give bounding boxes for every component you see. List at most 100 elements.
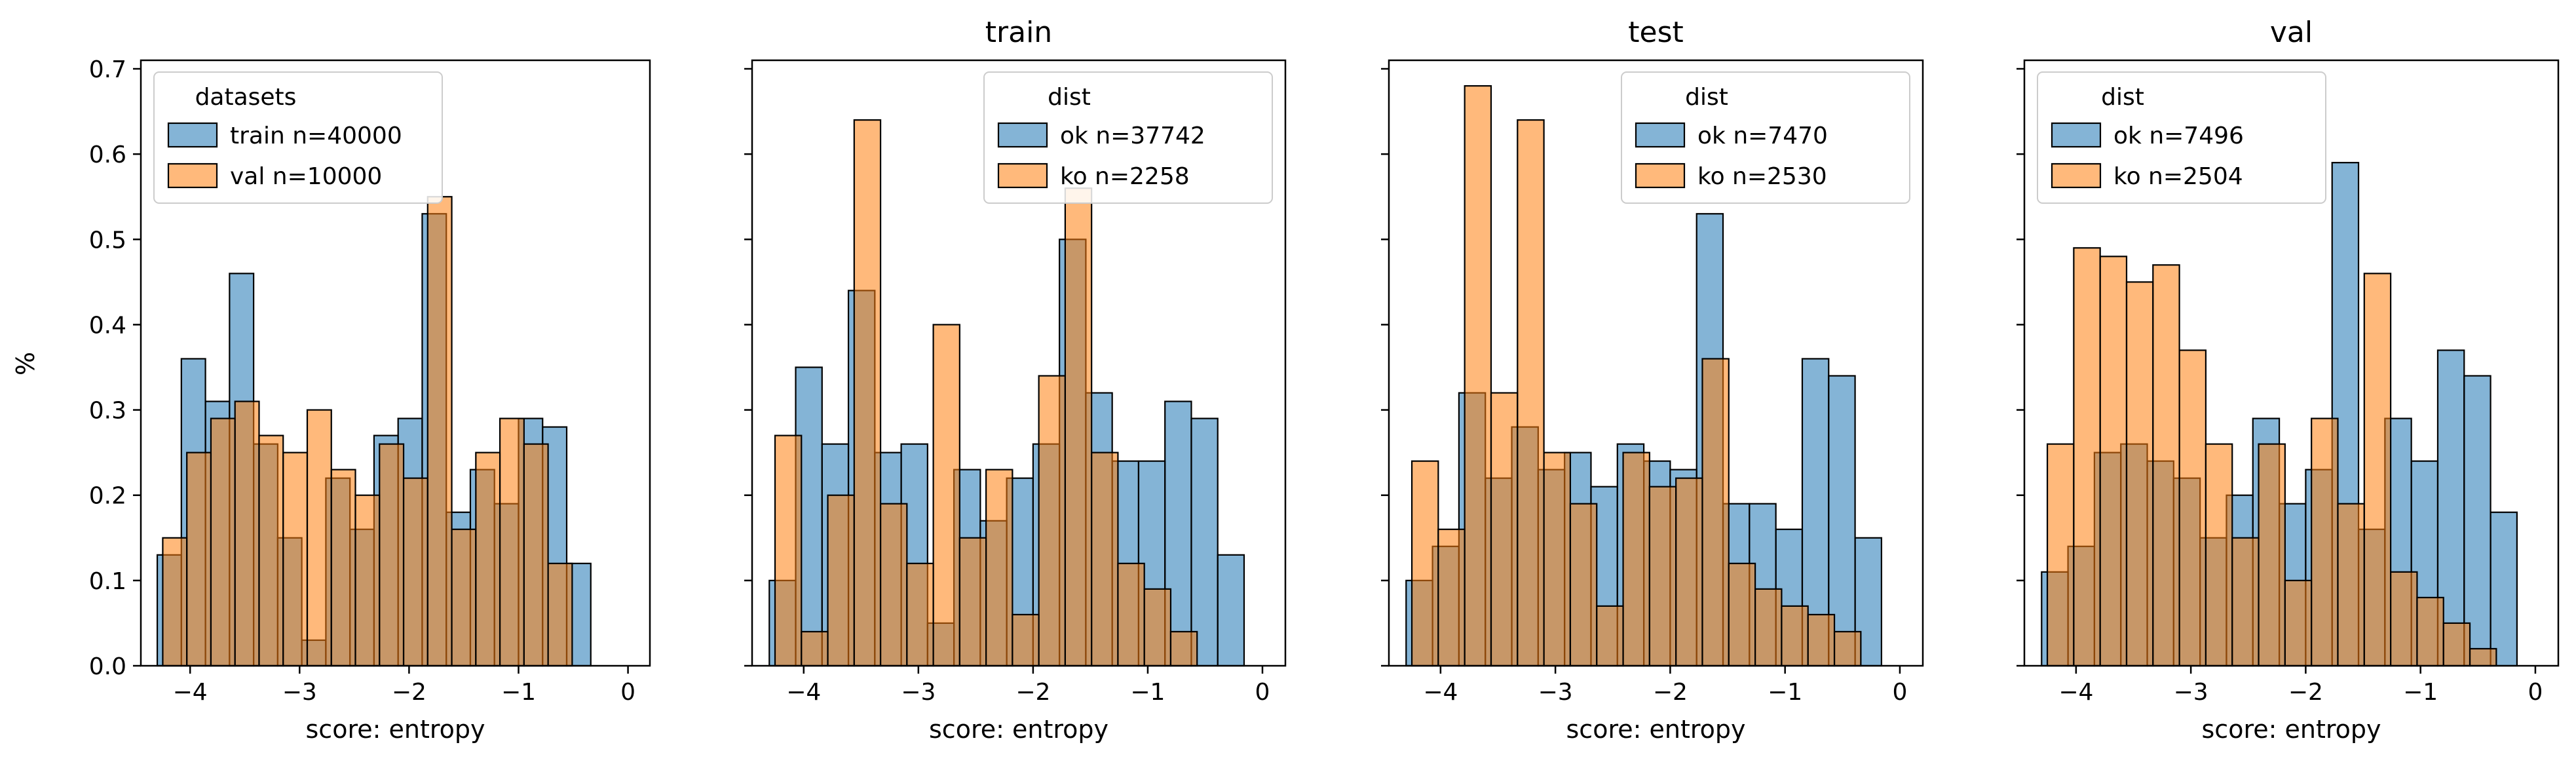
- histogram-bar: [1411, 460, 1439, 667]
- x-tick-label: −3: [2174, 679, 2208, 706]
- histogram-bar: [1833, 630, 1862, 667]
- legend-swatch: [2051, 122, 2102, 148]
- x-tick-label: −1: [1130, 679, 1165, 706]
- legend-entry: ko n=2258: [1060, 163, 1190, 190]
- x-tick-label: −4: [786, 679, 821, 706]
- chart-panel-4: −4 −3 −2 −1 0 score: entropy val dist ok n=7496 k…: [2017, 16, 2560, 744]
- x-tick-label: 0: [2528, 679, 2543, 706]
- histogram-bar: [547, 562, 573, 667]
- histogram-bar: [2463, 375, 2491, 667]
- histogram-bar: [1701, 358, 1730, 667]
- x-tick-label: −1: [501, 679, 536, 706]
- histogram-bar: [2311, 417, 2339, 667]
- y-tick-label: 0.3: [89, 398, 126, 425]
- legend-title: dist: [2101, 84, 2144, 111]
- histogram-bar: [1596, 605, 1624, 667]
- histogram-bar: [1754, 588, 1783, 667]
- axes-frame: [751, 59, 1287, 667]
- histogram-bar: [1169, 630, 1198, 667]
- chart-panel-1: −4 −3 −2 −1 0 0.0 0.1 0.2 0.3 0.4 0.5 0.6 0.7 score: …: [89, 56, 651, 744]
- y-tick-label: 0.7: [89, 56, 126, 83]
- histogram-bar: [2231, 537, 2260, 667]
- legend-title: dist: [1685, 84, 1728, 111]
- histogram-bar: [282, 451, 309, 667]
- x-axis-label: score: entropy: [2202, 715, 2381, 744]
- histogram-bar: [499, 417, 525, 667]
- legend-entry: ok n=7496: [2113, 123, 2244, 149]
- x-axis-label: score: entropy: [929, 715, 1108, 744]
- legend: datasets train n=40000 val n=10000: [153, 71, 443, 204]
- histogram-bar: [2469, 647, 2497, 667]
- histogram-bar: [2178, 349, 2207, 667]
- histogram-bar: [354, 494, 381, 667]
- histogram-bar: [1117, 562, 1145, 667]
- panel-title: val: [2270, 16, 2313, 49]
- histogram-bar: [2073, 247, 2101, 667]
- legend-box: [983, 71, 1273, 204]
- histogram-bar: [1807, 613, 1836, 667]
- histogram-bar: [2099, 256, 2128, 667]
- y-tick-label: 0.4: [89, 312, 126, 339]
- axes-frame: [140, 59, 651, 667]
- histogram-bar: [1064, 187, 1093, 667]
- histogram-bar: [879, 503, 908, 667]
- histogram-bar: [2390, 571, 2418, 667]
- series-2-bars: [162, 196, 573, 667]
- histogram-bar: [1728, 562, 1756, 667]
- x-tick-label: 0: [1255, 679, 1270, 706]
- series-2-bars: [2046, 247, 2497, 667]
- legend-entry: ko n=2530: [1697, 163, 1827, 190]
- x-tick-label: −3: [901, 679, 936, 706]
- y-tick-label: 0.0: [89, 653, 126, 680]
- x-tick-label: −4: [1423, 679, 1458, 706]
- histogram-bar: [523, 443, 549, 667]
- histogram-bar: [2337, 503, 2365, 667]
- histogram-bar: [2363, 273, 2392, 667]
- y-tick-label: 0.2: [89, 483, 126, 510]
- histogram-bar: [827, 494, 855, 667]
- legend-box: [153, 71, 443, 204]
- x-tick-label: 0: [620, 679, 635, 706]
- histogram-bar: [1012, 613, 1040, 667]
- legend-entry: ok n=7470: [1697, 123, 1828, 149]
- histogram-bar: [258, 434, 284, 667]
- legend-swatch: [167, 163, 218, 189]
- x-tick-label: −3: [1538, 679, 1573, 706]
- legend-swatch: [167, 122, 218, 148]
- legend-swatch: [1635, 122, 1686, 148]
- histogram-bar: [1781, 605, 1809, 667]
- histogram-bar: [1675, 477, 1703, 667]
- histogram-bar: [1648, 486, 1677, 667]
- legend-swatch: [1635, 163, 1686, 189]
- histogram-bar: [234, 400, 260, 667]
- histogram-bar: [1464, 85, 1492, 667]
- histogram-bar: [330, 469, 356, 667]
- x-tick-label: −4: [173, 679, 208, 706]
- y-tick-label: 0.5: [89, 227, 126, 254]
- histogram-bar: [932, 324, 960, 667]
- histogram-bar: [210, 417, 236, 667]
- legend-swatch: [2051, 163, 2102, 189]
- x-tick-label: 0: [1892, 679, 1907, 706]
- histogram-bar: [1490, 392, 1519, 667]
- x-tick-label: −1: [2403, 679, 2438, 706]
- histogram-bar: [1091, 451, 1119, 667]
- histogram-bar: [985, 469, 1013, 667]
- x-tick-label: −2: [1015, 679, 1050, 706]
- legend-box: [2037, 71, 2326, 204]
- panel-title: train: [985, 16, 1052, 49]
- histogram-bar: [2125, 281, 2154, 667]
- histogram-bar: [1143, 588, 1172, 667]
- histogram-bar: [2490, 511, 2518, 667]
- histogram-bar: [2258, 443, 2286, 667]
- histogram-bar: [801, 630, 829, 667]
- histogram-bar: [958, 537, 987, 667]
- x-tick-label: −2: [1653, 679, 1688, 706]
- legend-swatch: [997, 122, 1048, 148]
- histogram-bar: [2205, 443, 2233, 667]
- chart-panel-3: −4 −3 −2 −1 0 score: entropy test dist ok n=7470…: [1381, 16, 1924, 744]
- histogram-bar: [853, 119, 882, 667]
- histogram-bar: [475, 451, 501, 667]
- histogram-bar: [2442, 622, 2471, 667]
